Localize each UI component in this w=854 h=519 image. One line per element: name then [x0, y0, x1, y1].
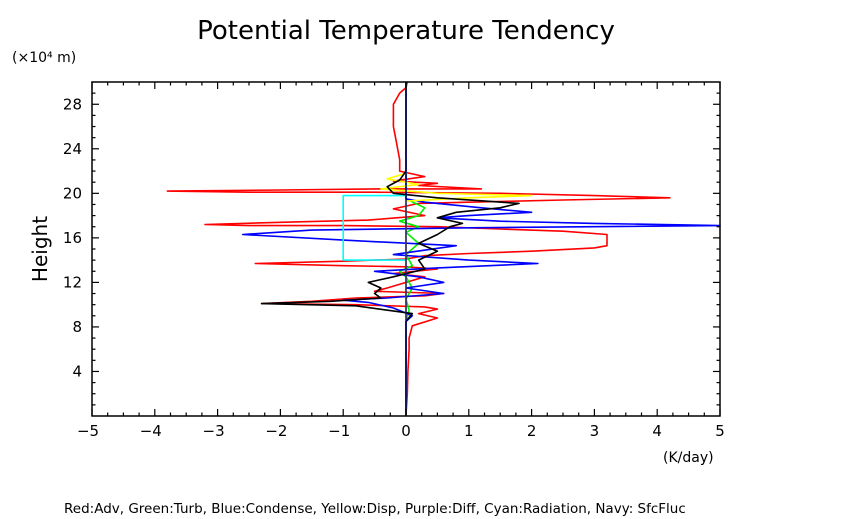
series-condense-line [241, 82, 721, 415]
x-tick-label: 4 [652, 422, 662, 440]
x-tick-label: −4 [140, 422, 162, 440]
x-tick-label: −2 [265, 422, 287, 440]
series-disp-line [380, 82, 533, 415]
y-tick-label: 20 [63, 184, 82, 202]
x-tick-label: 5 [715, 422, 725, 440]
x-tick-label: 0 [401, 422, 411, 440]
y-axis-label: Height [28, 216, 52, 282]
y-unit-label: (×10⁴ m) [12, 50, 76, 66]
y-tick-label: 28 [63, 95, 82, 113]
legend-text: Red:Adv, Green:Turb, Blue:Condense, Yell… [64, 501, 686, 517]
series-layer [166, 81, 721, 416]
series-radiation-line [342, 194, 406, 261]
y-tick-label: 4 [72, 362, 82, 380]
x-tick-label: 1 [464, 422, 474, 440]
y-tick-label: 12 [63, 273, 82, 291]
x-tick-label: 3 [590, 422, 600, 440]
y-tick-label: 24 [63, 140, 82, 158]
x-tick-label: 2 [527, 422, 537, 440]
chart-title: Potential Temperature Tendency [197, 16, 615, 46]
x-tick-label: −1 [328, 422, 350, 440]
y-tick-label: 8 [72, 318, 82, 336]
x-tick-label: −5 [77, 422, 99, 440]
x-unit-label: (K/day) [663, 450, 714, 466]
series-adv-line [166, 81, 671, 415]
series-turb-line [398, 82, 426, 415]
x-tick-label: −3 [203, 422, 225, 440]
y-tick-label: 16 [63, 229, 82, 247]
series-total-line [260, 82, 520, 415]
